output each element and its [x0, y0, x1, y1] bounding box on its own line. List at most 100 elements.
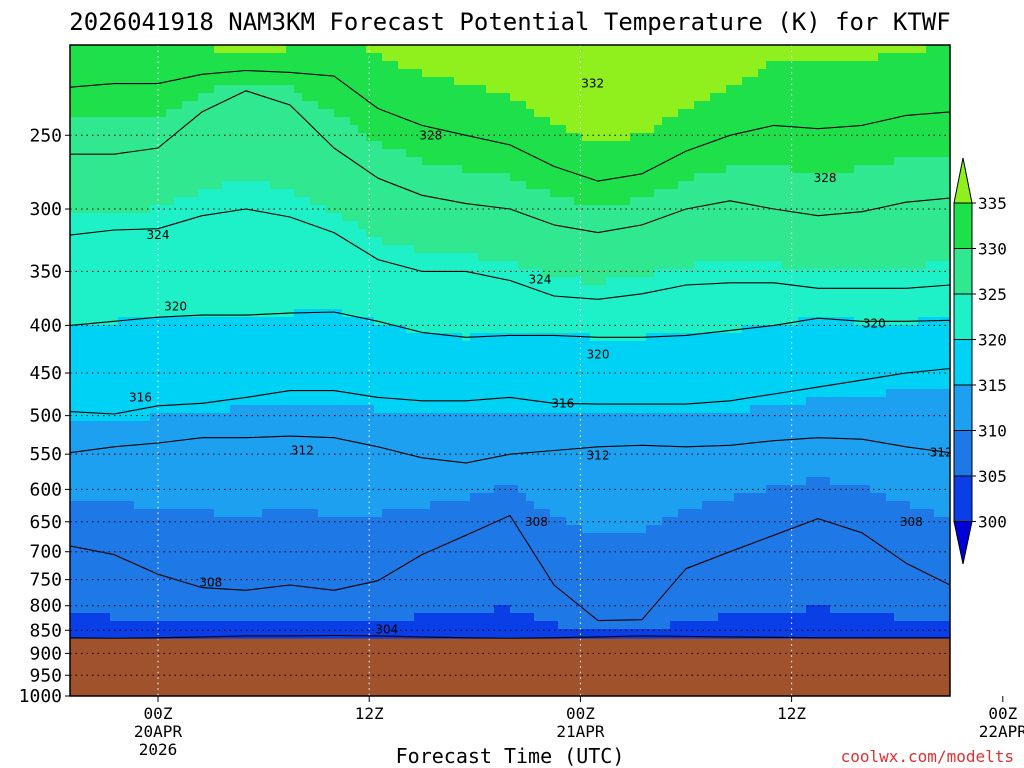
field-cell: [190, 141, 199, 150]
field-cell: [126, 261, 135, 270]
field-cell: [78, 149, 87, 158]
field-cell: [334, 613, 343, 622]
field-cell: [262, 109, 271, 118]
field-cell: [278, 229, 287, 238]
field-cell: [278, 477, 287, 486]
field-cell: [366, 597, 375, 606]
field-cell: [534, 61, 543, 70]
field-cell: [174, 549, 183, 558]
field-cell: [422, 509, 431, 518]
field-cell: [502, 605, 511, 614]
field-cell: [286, 389, 295, 398]
field-cell: [150, 61, 159, 70]
field-cell: [166, 413, 175, 422]
field-cell: [118, 349, 127, 358]
field-cell: [486, 101, 495, 110]
field-cell: [110, 261, 119, 270]
field-cell: [118, 333, 127, 342]
field-cell: [126, 221, 135, 230]
field-cell: [286, 125, 295, 134]
field-cell: [198, 605, 207, 614]
field-cell: [390, 189, 399, 198]
field-cell: [422, 69, 431, 78]
field-cell: [462, 365, 471, 374]
field-cell: [70, 597, 79, 606]
field-cell: [542, 157, 551, 166]
field-cell: [430, 77, 439, 86]
field-cell: [182, 221, 191, 230]
field-cell: [166, 293, 175, 302]
field-cell: [102, 397, 111, 406]
field-cell: [398, 381, 407, 390]
field-cell: [486, 533, 495, 542]
field-cell: [486, 333, 495, 342]
field-cell: [422, 589, 431, 598]
field-cell: [214, 101, 223, 110]
field-cell: [94, 269, 103, 278]
field-cell: [110, 269, 119, 278]
field-cell: [246, 541, 255, 550]
field-cell: [502, 85, 511, 94]
field-cell: [182, 157, 191, 166]
field-cell: [102, 141, 111, 150]
field-cell: [142, 93, 151, 102]
field-cell: [334, 477, 343, 486]
field-cell: [294, 589, 303, 598]
field-cell: [150, 293, 159, 302]
field-cell: [470, 277, 479, 286]
field-cell: [270, 157, 279, 166]
field-cell: [510, 141, 519, 150]
field-cell: [198, 101, 207, 110]
field-cell: [526, 125, 535, 134]
field-cell: [454, 453, 463, 462]
field-cell: [326, 349, 335, 358]
field-cell: [158, 349, 167, 358]
field-cell: [534, 341, 543, 350]
field-cell: [510, 493, 519, 502]
field-cell: [182, 437, 191, 446]
field-cell: [174, 285, 183, 294]
field-cell: [294, 365, 303, 374]
field-cell: [166, 53, 175, 62]
field-cell: [278, 413, 287, 422]
field-cell: [414, 221, 423, 230]
field-cell: [358, 581, 367, 590]
field-cell: [318, 461, 327, 470]
field-cell: [70, 205, 79, 214]
field-cell: [278, 325, 287, 334]
field-cell: [350, 197, 359, 206]
field-cell: [78, 237, 87, 246]
field-cell: [502, 141, 511, 150]
field-cell: [398, 93, 407, 102]
field-cell: [470, 469, 479, 478]
field-cell: [310, 293, 319, 302]
field-cell: [446, 405, 455, 414]
field-cell: [350, 109, 359, 118]
field-cell: [398, 285, 407, 294]
field-cell: [390, 301, 399, 310]
field-cell: [302, 77, 311, 86]
field-cell: [414, 61, 423, 70]
field-cell: [126, 69, 135, 78]
field-cell: [382, 45, 391, 54]
field-cell: [374, 477, 383, 486]
field-cell: [246, 293, 255, 302]
field-cell: [334, 61, 343, 70]
field-cell: [230, 469, 239, 478]
field-cell: [526, 485, 535, 494]
field-cell: [182, 445, 191, 454]
field-cell: [246, 509, 255, 518]
field-cell: [550, 93, 559, 102]
field-cell: [374, 429, 383, 438]
field-cell: [390, 213, 399, 222]
field-cell: [118, 189, 127, 198]
field-cell: [110, 141, 119, 150]
field-cell: [334, 525, 343, 534]
field-cell: [286, 261, 295, 270]
field-cell: [142, 165, 151, 174]
field-cell: [222, 69, 231, 78]
field-cell: [518, 429, 527, 438]
field-cell: [342, 229, 351, 238]
field-cell: [526, 53, 535, 62]
field-cell: [542, 325, 551, 334]
